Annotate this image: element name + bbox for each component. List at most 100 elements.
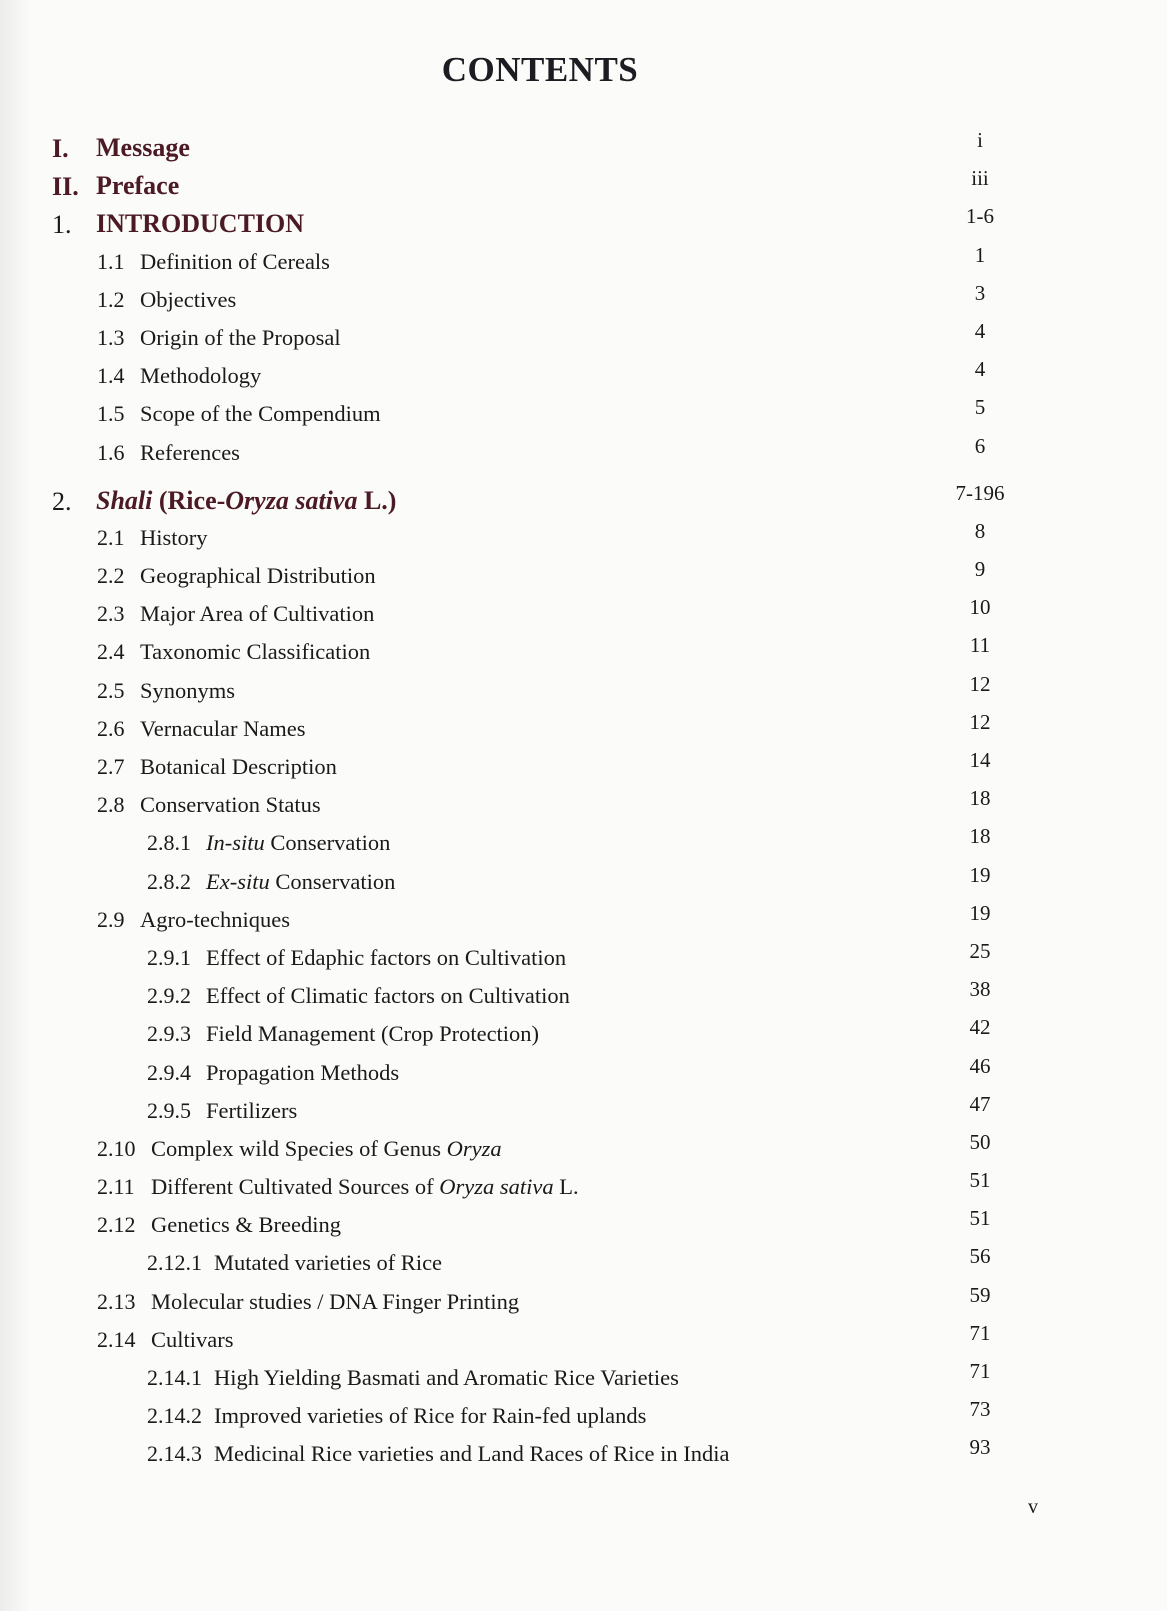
- entry-title: Agro-techniques: [140, 907, 290, 933]
- entry-page-number: 1-6: [966, 204, 994, 229]
- entry-title-segment: Shali: [96, 485, 153, 515]
- entry-title-segment: References: [140, 439, 240, 465]
- entry-title: Improved varieties of Rice for Rain-fed …: [214, 1403, 646, 1429]
- entry-number: 2.10: [97, 1135, 136, 1161]
- toc-entry: 2.4 Taxonomic Classification 11: [0, 633, 1167, 677]
- toc-entry: 2.9 Agro-techniques 19: [0, 901, 1167, 945]
- entry-number: 2.12.1: [147, 1250, 202, 1276]
- entry-title-segment: Preface: [96, 171, 180, 201]
- entry-title: References: [140, 440, 240, 466]
- entry-title: Conservation Status: [140, 792, 321, 818]
- entry-number: 2.9.1: [147, 944, 191, 970]
- entry-page-number: 14: [969, 748, 991, 772]
- entry-title: Cultivars: [151, 1327, 234, 1353]
- entry-title-segment: Propagation Methods: [206, 1059, 400, 1085]
- toc-entry: 1.2 Objectives 3: [0, 281, 1167, 325]
- entry-title: Geographical Distribution: [140, 563, 376, 589]
- entry-title: Effect of Edaphic factors on Cultivation: [206, 945, 566, 971]
- entry-title-segment: Synonyms: [140, 677, 236, 703]
- entry-title-segment: Taxonomic Classification: [140, 639, 371, 665]
- entry-number: 2.7: [97, 754, 125, 779]
- entry-title: History: [140, 525, 208, 551]
- entry-number: 2.3: [97, 601, 125, 627]
- entry-number: II.: [52, 172, 79, 202]
- entry-title-segment: Vernacular Names: [140, 715, 306, 741]
- entry-title-segment: Medicinal Rice varieties and Land Races …: [214, 1441, 730, 1467]
- entry-title-segment: Major Area of Cultivation: [140, 601, 375, 627]
- entry-number: 2.4: [97, 639, 125, 665]
- entry-title-segment: Objectives: [140, 286, 237, 312]
- toc-entry: II. Preface iii: [0, 166, 1167, 210]
- entry-title-segment: High Yielding Basmati and Aromatic Rice …: [214, 1365, 679, 1390]
- entry-number: 1.2: [97, 286, 125, 312]
- toc-entry: 2.6 Vernacular Names 12: [0, 710, 1167, 754]
- entry-title: Origin of the Proposal: [140, 325, 341, 351]
- entry-title-segment: Molecular studies / DNA Finger Printing: [151, 1288, 520, 1314]
- entry-page-number: 1: [974, 242, 986, 267]
- entry-number: 2.14.1: [147, 1365, 202, 1390]
- entry-title-segment: Genetics & Breeding: [151, 1212, 341, 1238]
- entry-title: Taxonomic Classification: [140, 639, 370, 665]
- entry-title: Genetics & Breeding: [151, 1212, 341, 1238]
- entry-number: 1.3: [97, 324, 125, 350]
- entry-page-number: 12: [969, 671, 991, 696]
- entry-title-segment: Effect of Climatic factors on Cultivatio…: [206, 983, 570, 1009]
- entry-number: 2.13: [97, 1288, 136, 1314]
- entry-page-number: 93: [969, 1435, 991, 1460]
- toc-entry: 2.12.1 Mutated varieties of Rice 56: [0, 1244, 1167, 1288]
- entry-page-number: 18: [969, 786, 991, 811]
- toc-entry: 2.14.1 High Yielding Basmati and Aromatic…: [0, 1359, 1167, 1403]
- entry-number: 2.1: [97, 524, 125, 550]
- entry-number: 2.9.2: [147, 983, 191, 1009]
- entry-number: 2.6: [97, 715, 125, 741]
- entry-number: 1.5: [97, 401, 125, 427]
- entry-page-number: 25: [969, 938, 991, 963]
- entry-title: Message: [96, 133, 190, 163]
- toc-entry: 2.3 Major Area of Cultivation 10: [0, 595, 1167, 639]
- entry-title: Botanical Description: [140, 754, 337, 780]
- entry-page-number: 19: [969, 862, 991, 887]
- entry-page-number: 51: [969, 1206, 991, 1231]
- entry-title: High Yielding Basmati and Aromatic Rice …: [214, 1365, 679, 1391]
- entry-title-segment: Oryza sativa: [439, 1174, 554, 1200]
- entry-title: In-situ Conservation: [206, 830, 390, 856]
- entry-title-segment: (Rice-: [152, 485, 226, 515]
- entry-title-segment: Conservation Status: [140, 792, 321, 818]
- entry-title: Major Area of Cultivation: [140, 601, 374, 627]
- toc-entry: 2.14 Cultivars 71: [0, 1321, 1167, 1365]
- entry-title: Shali (Rice-Oryza sativa L.): [96, 486, 396, 516]
- entry-page-number: 18: [969, 824, 991, 849]
- toc-entry: 1. INTRODUCTION 1-6: [0, 204, 1167, 248]
- toc-entry: I. Message i: [0, 128, 1167, 172]
- entry-title: INTRODUCTION: [96, 209, 304, 239]
- entry-title-segment: L.): [357, 485, 397, 515]
- entry-page-number: 19: [969, 900, 991, 925]
- toc-entry: 2.9.5 Fertilizers 47: [0, 1092, 1167, 1136]
- entry-number: I.: [52, 134, 69, 163]
- toc-entry: 1.6 References 6: [0, 434, 1167, 478]
- toc-entry: 2.10 Complex wild Species of Genus Oryza 5…: [0, 1130, 1167, 1174]
- entry-page-number: 59: [969, 1282, 991, 1307]
- entry-title: Objectives: [140, 287, 236, 313]
- toc-entry: 2.1 History 8: [0, 519, 1167, 563]
- entry-number: 2.11: [97, 1174, 135, 1200]
- entry-page-number: 3: [974, 280, 986, 305]
- toc-entry: 2. Shali (Rice-Oryza sativa L.) 7-196: [0, 481, 1167, 525]
- entry-page-number: 4: [974, 357, 986, 382]
- entry-title-segment: Fertilizers: [206, 1097, 298, 1123]
- entry-title-segment: Effect of Edaphic factors on Cultivation: [206, 944, 567, 970]
- page-edge-shadow: [0, 0, 30, 1611]
- entry-title-segment: Oryza sativa: [225, 485, 358, 515]
- entry-number: 2.: [52, 486, 72, 516]
- entry-number: 2.5: [97, 677, 125, 703]
- entry-number: 2.2: [97, 563, 125, 589]
- entry-number: 1.: [52, 210, 72, 240]
- toc-entry: 2.9.1 Effect of Edaphic factors on Cultiv…: [0, 939, 1167, 983]
- entry-title-segment: Geographical Distribution: [140, 563, 376, 589]
- toc-entry: 1.3 Origin of the Proposal 4: [0, 319, 1167, 363]
- entry-page-number: 42: [969, 1015, 991, 1040]
- entry-number: 2.9.3: [147, 1021, 191, 1047]
- entry-title-segment: Field Management (Crop Protection): [206, 1021, 540, 1047]
- entry-title: Ex-situ Conservation: [206, 869, 395, 895]
- entry-page-number: 8: [974, 518, 986, 543]
